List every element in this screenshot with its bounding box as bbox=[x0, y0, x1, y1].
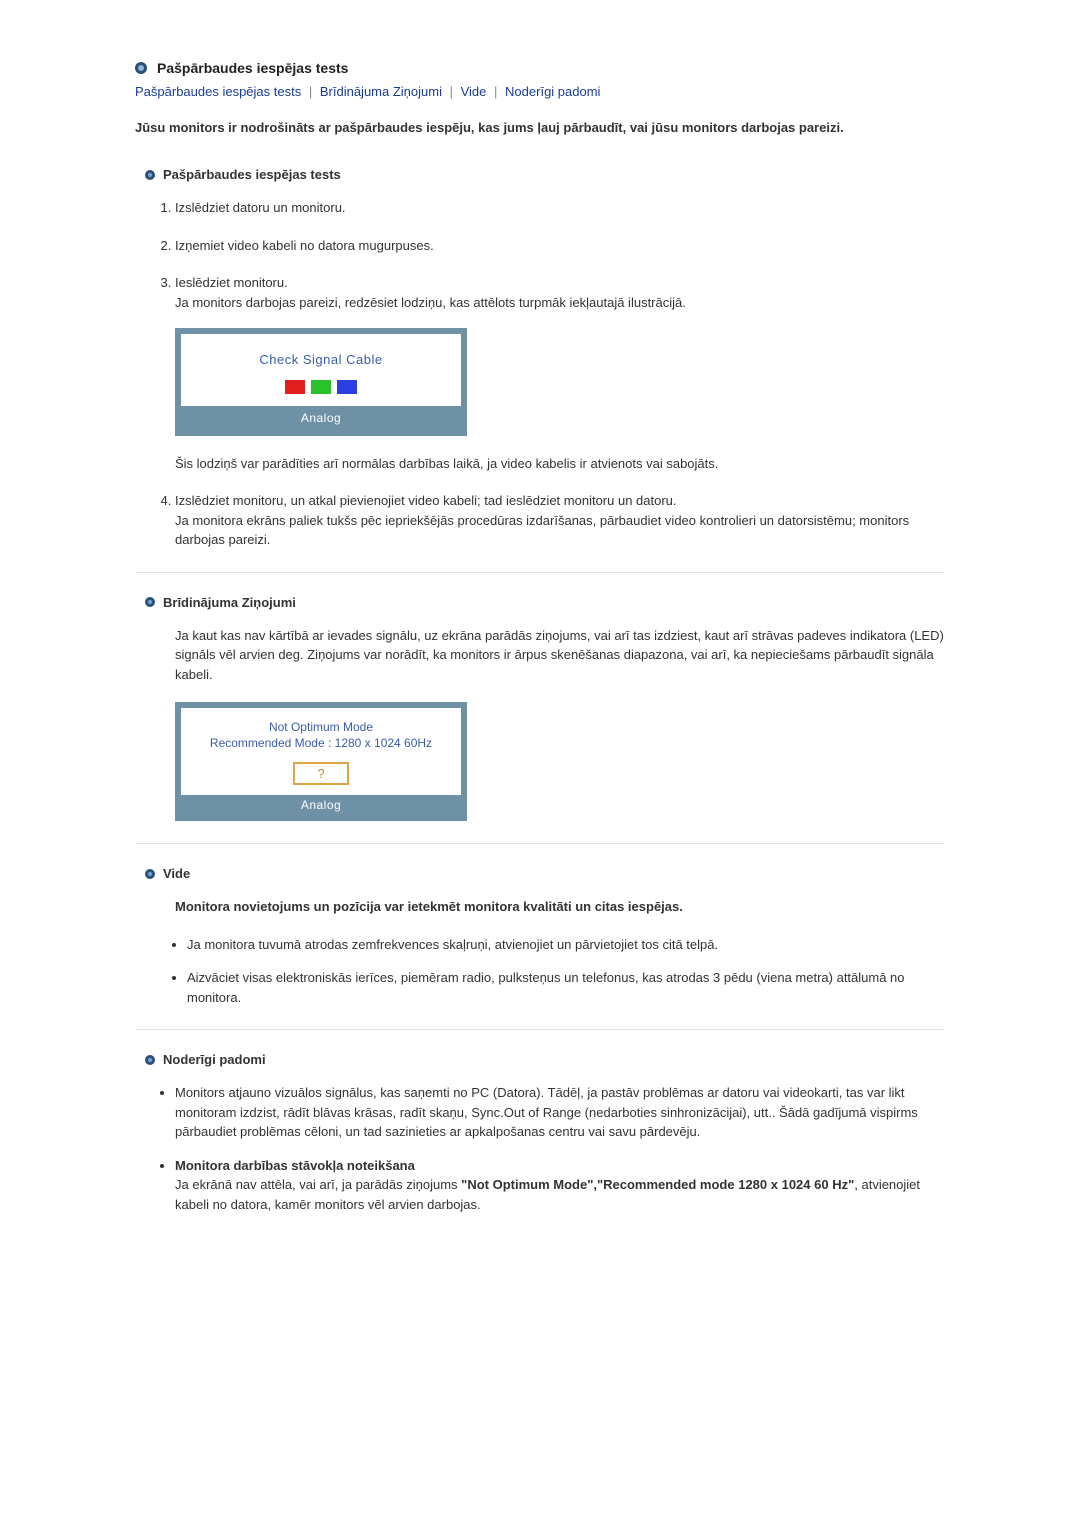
step-1: Izslēdziet datoru un monitoru. bbox=[175, 198, 945, 218]
tip2-text-a: Ja ekrānā nav attēla, vai arī, ja parādā… bbox=[175, 1177, 461, 1192]
bullet-icon bbox=[145, 170, 155, 180]
tip-bullet-1: Monitors atjauno vizuālos signālus, kas … bbox=[175, 1083, 945, 1142]
page-title-row: Pašpārbaudes iespējas tests bbox=[135, 60, 945, 76]
step-3-line1: Ieslēdziet monitoru. bbox=[175, 275, 288, 290]
nav-separator: | bbox=[450, 84, 453, 99]
rgb-indicator bbox=[181, 380, 461, 394]
section-title-selftest: Pašpārbaudes iespējas tests bbox=[163, 167, 341, 182]
divider bbox=[135, 572, 945, 573]
bullet-icon bbox=[145, 597, 155, 607]
dialog-line1: Not Optimum Mode bbox=[181, 720, 461, 734]
section-nav: Pašpārbaudes iespējas tests | Brīdinājum… bbox=[135, 84, 945, 99]
environment-intro: Monitora novietojums un pozīcija var iet… bbox=[175, 897, 945, 917]
blue-square bbox=[337, 380, 357, 394]
dialog-help-button[interactable]: ? bbox=[293, 762, 348, 785]
dialog-footer: Analog bbox=[181, 795, 461, 815]
dialog-inner: Not Optimum Mode Recommended Mode : 1280… bbox=[181, 708, 461, 795]
nav-link-warnings[interactable]: Brīdinājuma Ziņojumi bbox=[320, 84, 442, 99]
env-bullet-1: Ja monitora tuvumā atrodas zemfrekvences… bbox=[187, 935, 945, 955]
tip2-title: Monitora darbības stāvokļa noteikšana bbox=[175, 1158, 415, 1173]
steps-list: Izslēdziet datoru un monitoru. Izņemiet … bbox=[175, 198, 945, 550]
tip2-bold: "Not Optimum Mode","Recommended mode 128… bbox=[461, 1177, 854, 1192]
environment-bullets: Ja monitora tuvumā atrodas zemfrekvences… bbox=[187, 935, 945, 1008]
step-3: Ieslēdziet monitoru. Ja monitors darboja… bbox=[175, 273, 945, 473]
nav-separator: | bbox=[309, 84, 312, 99]
section-header-environment: Vide bbox=[135, 866, 945, 881]
tips-bullets: Monitors atjauno vizuālos signālus, kas … bbox=[175, 1083, 945, 1214]
step-4: Izslēdziet monitoru, un atkal pievienoji… bbox=[175, 491, 945, 550]
divider bbox=[135, 1029, 945, 1030]
dialog-box: Not Optimum Mode Recommended Mode : 1280… bbox=[175, 702, 467, 821]
tip-bullet-2: Monitora darbības stāvokļa noteikšana Ja… bbox=[175, 1156, 945, 1215]
dialog-optimum: Not Optimum Mode Recommended Mode : 1280… bbox=[175, 702, 945, 821]
intro-text: Jūsu monitors ir nodrošināts ar pašpārba… bbox=[135, 119, 945, 137]
dialog-check-signal: Check Signal Cable Analog bbox=[175, 328, 945, 436]
step-3-note: Šis lodziņš var parādīties arī normālas … bbox=[175, 454, 945, 474]
bullet-icon bbox=[145, 1055, 155, 1065]
section-title-environment: Vide bbox=[163, 866, 190, 881]
step-4-line1: Izslēdziet monitoru, un atkal pievienoji… bbox=[175, 493, 677, 508]
section-header-selftest: Pašpārbaudes iespējas tests bbox=[135, 167, 945, 182]
env-bullet-2: Aizvāciet visas elektroniskās ierīces, p… bbox=[187, 968, 945, 1007]
dialog-footer: Analog bbox=[181, 406, 461, 430]
section-title-warnings: Brīdinājuma Ziņojumi bbox=[163, 595, 296, 610]
green-square bbox=[311, 380, 331, 394]
step-3-line2: Ja monitors darbojas pareizi, redzēsiet … bbox=[175, 295, 686, 310]
step-2: Izņemiet video kabeli no datora mugurpus… bbox=[175, 236, 945, 256]
section-title-tips: Noderīgi padomi bbox=[163, 1052, 266, 1067]
warnings-body: Ja kaut kas nav kārtībā ar ievades signā… bbox=[175, 626, 945, 685]
dialog-line2: Recommended Mode : 1280 x 1024 60Hz bbox=[181, 736, 461, 750]
red-square bbox=[285, 380, 305, 394]
page-content: Pašpārbaudes iespējas tests Pašpārbaudes… bbox=[95, 60, 985, 1328]
bullet-icon bbox=[145, 869, 155, 879]
dialog-message: Check Signal Cable bbox=[181, 350, 461, 370]
nav-link-selftest[interactable]: Pašpārbaudes iespējas tests bbox=[135, 84, 301, 99]
page-title: Pašpārbaudes iespējas tests bbox=[157, 60, 348, 76]
section-header-tips: Noderīgi padomi bbox=[135, 1052, 945, 1067]
dialog-inner: Check Signal Cable bbox=[181, 334, 461, 406]
section-header-warnings: Brīdinājuma Ziņojumi bbox=[135, 595, 945, 610]
nav-link-environment[interactable]: Vide bbox=[461, 84, 487, 99]
divider bbox=[135, 843, 945, 844]
step-4-line2: Ja monitora ekrāns paliek tukšs pēc iepr… bbox=[175, 513, 909, 548]
dialog-box: Check Signal Cable Analog bbox=[175, 328, 467, 436]
page-title-icon bbox=[135, 62, 147, 74]
nav-link-tips[interactable]: Noderīgi padomi bbox=[505, 84, 600, 99]
nav-separator: | bbox=[494, 84, 497, 99]
